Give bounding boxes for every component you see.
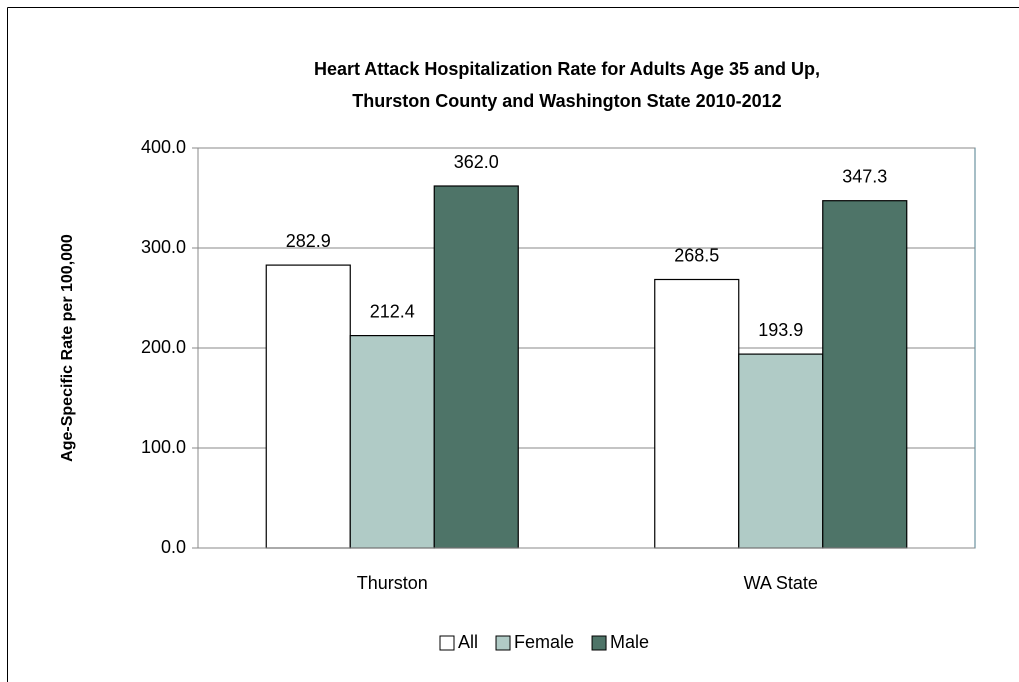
y-tick-label: 200.0 bbox=[141, 337, 186, 357]
legend-swatch bbox=[591, 635, 607, 651]
y-tick-label: 0.0 bbox=[161, 537, 186, 557]
legend-swatch bbox=[495, 635, 511, 651]
data-label: 282.9 bbox=[286, 231, 331, 251]
bar bbox=[738, 353, 824, 549]
bar bbox=[433, 185, 519, 549]
legend-label: Male bbox=[610, 632, 649, 652]
data-label: 347.3 bbox=[842, 166, 887, 186]
data-label: 268.5 bbox=[674, 245, 719, 265]
y-axis-title: Age-Specific Rate per 100,000 bbox=[59, 234, 76, 462]
x-tick-label: WA State bbox=[744, 573, 818, 593]
bar bbox=[349, 335, 435, 549]
chart-title: Thurston County and Washington State 201… bbox=[352, 91, 781, 111]
bar bbox=[654, 278, 740, 549]
legend-swatch bbox=[439, 635, 455, 651]
data-label: 362.0 bbox=[454, 152, 499, 172]
bar bbox=[822, 200, 908, 549]
bar bbox=[265, 264, 351, 549]
legend-label: Female bbox=[514, 632, 574, 652]
legend-label: All bbox=[458, 632, 478, 652]
y-tick-label: 400.0 bbox=[141, 137, 186, 157]
data-label: 193.9 bbox=[758, 320, 803, 340]
chart-title: Heart Attack Hospitalization Rate for Ad… bbox=[314, 59, 820, 79]
y-tick-label: 100.0 bbox=[141, 437, 186, 457]
y-tick-label: 300.0 bbox=[141, 237, 186, 257]
x-tick-label: Thurston bbox=[357, 573, 428, 593]
data-label: 212.4 bbox=[370, 301, 415, 321]
